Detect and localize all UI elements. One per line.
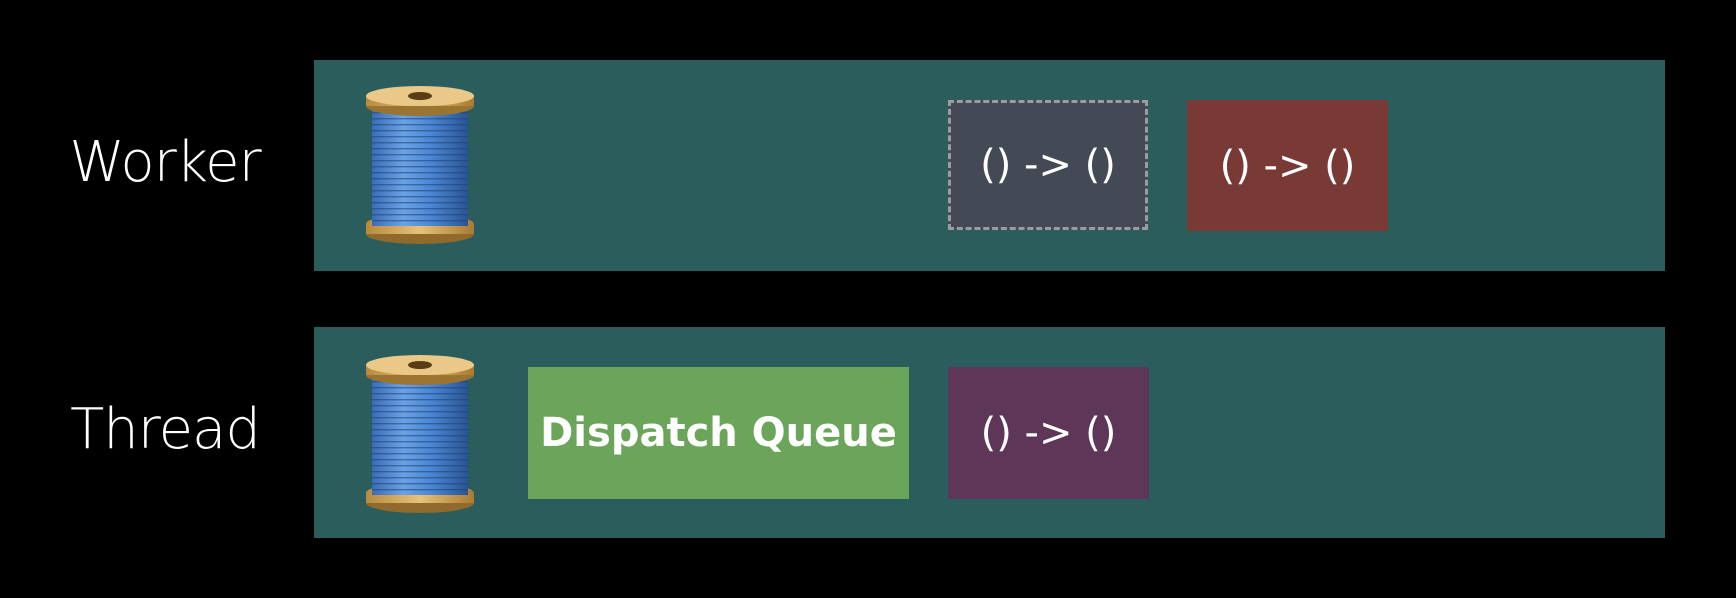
pending-closure-block: () -> (): [948, 100, 1148, 230]
row-label-thread: Thread: [70, 397, 261, 462]
active-closure-block: () -> (): [1187, 100, 1388, 231]
thread-spool-icon: [366, 86, 474, 244]
thread-lane: Dispatch Queue () -> (): [314, 327, 1665, 538]
thread-spool-icon: [366, 355, 474, 513]
row-label-worker: Worker: [69, 130, 261, 195]
dispatch-queue-block: Dispatch Queue: [528, 367, 909, 499]
worker-lane: () -> () () -> (): [314, 60, 1665, 271]
queued-closure-block: () -> (): [948, 367, 1149, 499]
